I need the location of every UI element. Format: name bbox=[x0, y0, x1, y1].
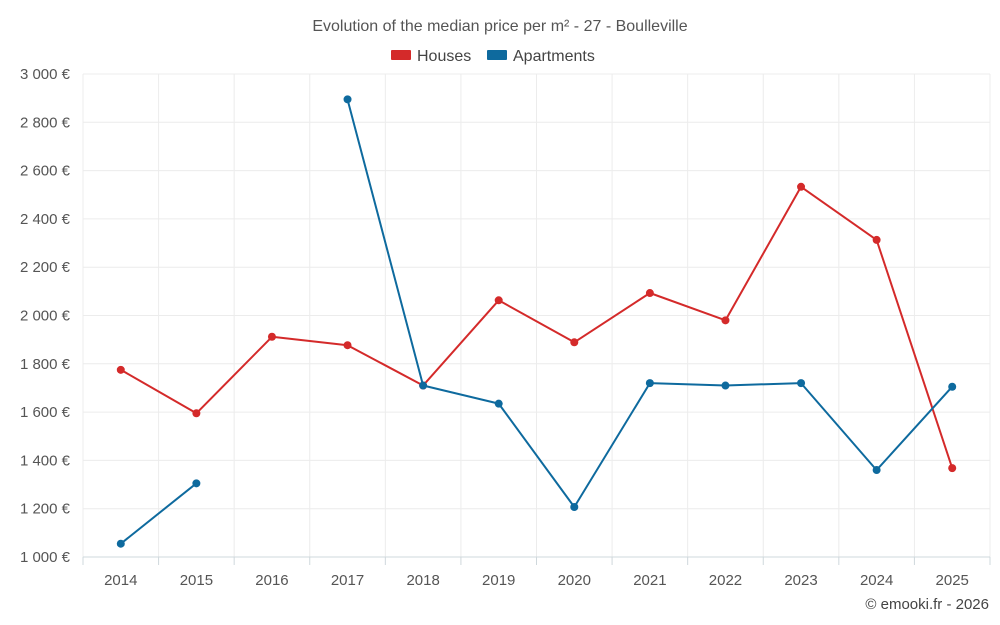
y-tick-label: 2 200 € bbox=[20, 259, 71, 276]
data-point-houses bbox=[343, 341, 352, 350]
data-point-houses bbox=[192, 409, 201, 418]
series-line-apartments bbox=[346, 99, 953, 508]
x-tick-label: 2015 bbox=[180, 572, 213, 589]
legend-label-apartments: Apartments bbox=[513, 48, 595, 65]
chart-credit: © emooki.fr - 2026 bbox=[865, 596, 989, 613]
x-axis-ticks: 2014 2015 2016 2017 2018 2019 2020 2021 2022 2023… bbox=[104, 572, 969, 589]
data-point-apartments bbox=[570, 503, 579, 512]
y-tick-label: 1 400 € bbox=[20, 452, 71, 469]
data-point-apartments bbox=[343, 95, 352, 104]
x-tick-label: 2021 bbox=[633, 572, 666, 589]
chart-title: Evolution of the median price per m² - 2… bbox=[312, 18, 687, 35]
y-tick-label: 2 600 € bbox=[20, 163, 71, 180]
data-point-houses bbox=[797, 182, 806, 191]
data-point-apartments bbox=[645, 379, 654, 388]
data-point-houses bbox=[721, 316, 730, 325]
x-tick-label: 2016 bbox=[255, 572, 288, 589]
axes bbox=[82, 556, 991, 565]
x-tick-label: 2025 bbox=[936, 572, 969, 589]
legend: Houses Apartments bbox=[391, 48, 595, 65]
data-point-houses bbox=[645, 289, 654, 298]
data-point-apartments bbox=[872, 466, 881, 475]
y-tick-label: 1 000 € bbox=[20, 549, 71, 566]
legend-item-apartments[interactable]: Apartments bbox=[487, 48, 595, 65]
data-point-apartments bbox=[419, 381, 428, 390]
data-point-apartments bbox=[797, 379, 806, 388]
x-tick-label: 2017 bbox=[331, 572, 364, 589]
y-tick-label: 2 000 € bbox=[20, 308, 71, 325]
data-point-houses bbox=[948, 464, 957, 473]
data-point-apartments bbox=[948, 382, 957, 391]
series-lines bbox=[116, 95, 957, 548]
x-tick-label: 2022 bbox=[709, 572, 742, 589]
data-point-houses bbox=[494, 296, 503, 305]
series-line-apartments bbox=[120, 482, 198, 545]
x-tick-label: 2019 bbox=[482, 572, 515, 589]
data-point-houses bbox=[872, 235, 881, 244]
legend-label-houses: Houses bbox=[417, 48, 471, 65]
legend-swatch-apartments bbox=[487, 50, 507, 60]
data-point-houses bbox=[267, 332, 276, 341]
data-point-houses bbox=[116, 365, 125, 374]
data-point-apartments bbox=[494, 399, 503, 408]
series-apartments bbox=[116, 95, 957, 548]
data-point-apartments bbox=[116, 539, 125, 548]
y-tick-label: 1 600 € bbox=[20, 404, 71, 421]
y-tick-label: 2 800 € bbox=[20, 114, 71, 131]
y-tick-label: 3 000 € bbox=[20, 66, 71, 83]
series-line-houses bbox=[120, 185, 954, 469]
legend-item-houses[interactable]: Houses bbox=[391, 48, 471, 65]
y-tick-label: 1 800 € bbox=[20, 356, 71, 373]
data-point-houses bbox=[570, 338, 579, 347]
y-tick-label: 1 200 € bbox=[20, 501, 71, 518]
x-tick-label: 2014 bbox=[104, 572, 137, 589]
x-tick-label: 2020 bbox=[558, 572, 591, 589]
y-axis-ticks: 1 000 € 1 200 € 1 400 € 1 600 € 1 800 € 2 000… bbox=[20, 66, 71, 566]
x-tick-label: 2018 bbox=[406, 572, 439, 589]
grid bbox=[82, 73, 991, 557]
legend-swatch-houses bbox=[391, 50, 411, 60]
x-tick-label: 2023 bbox=[784, 572, 817, 589]
data-point-apartments bbox=[192, 479, 201, 488]
x-tick-label: 2024 bbox=[860, 572, 893, 589]
data-point-apartments bbox=[721, 381, 730, 390]
y-tick-label: 2 400 € bbox=[20, 211, 71, 228]
